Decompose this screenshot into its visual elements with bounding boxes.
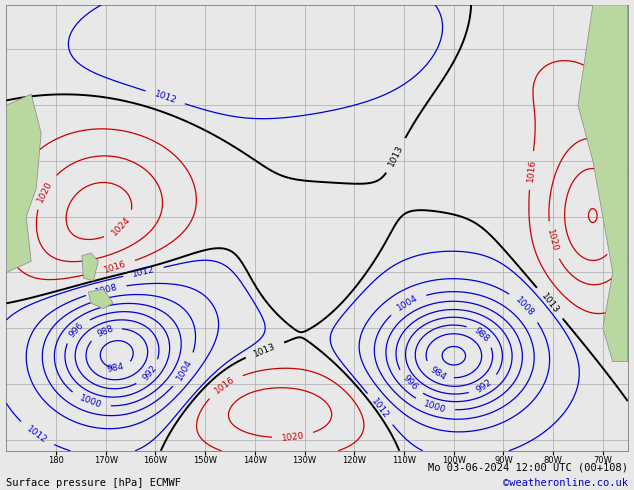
Text: 984: 984 [428,365,447,382]
Text: 1012: 1012 [153,89,178,105]
Text: 1024: 1024 [609,225,625,250]
Text: 1000: 1000 [422,399,447,415]
Text: 988: 988 [96,324,115,339]
Text: 1013: 1013 [252,342,277,358]
Text: 996: 996 [401,374,419,392]
Text: 988: 988 [472,325,491,343]
Text: 992: 992 [141,364,158,383]
Text: 1020: 1020 [545,228,559,253]
Text: 1000: 1000 [78,393,103,410]
Text: 984: 984 [106,362,125,374]
Text: 1020: 1020 [281,431,305,442]
Text: 1024: 1024 [110,215,133,238]
Text: Surface pressure [hPa] ECMWF: Surface pressure [hPa] ECMWF [6,478,181,488]
Text: 1004: 1004 [175,358,194,382]
Polygon shape [88,289,113,309]
Text: 1016: 1016 [212,375,236,395]
Text: 1016: 1016 [103,259,127,274]
Text: ©weatheronline.co.uk: ©weatheronline.co.uk [503,478,628,488]
Text: 1004: 1004 [395,294,420,313]
Text: 1012: 1012 [25,424,48,445]
Text: 1012: 1012 [370,397,391,421]
Text: Mo 03-06-2024 12:00 UTC (00+108): Mo 03-06-2024 12:00 UTC (00+108) [428,463,628,473]
Polygon shape [6,94,41,272]
Text: 1016: 1016 [526,159,537,182]
Text: 1013: 1013 [387,143,405,168]
Text: 1012: 1012 [131,265,155,279]
Polygon shape [82,253,98,281]
Text: 996: 996 [67,320,86,339]
Text: 992: 992 [475,377,494,394]
Text: 1008: 1008 [94,283,119,297]
Polygon shape [578,5,628,362]
Text: 1020: 1020 [36,179,54,203]
Text: 1008: 1008 [514,295,536,318]
Text: 1013: 1013 [539,291,560,315]
